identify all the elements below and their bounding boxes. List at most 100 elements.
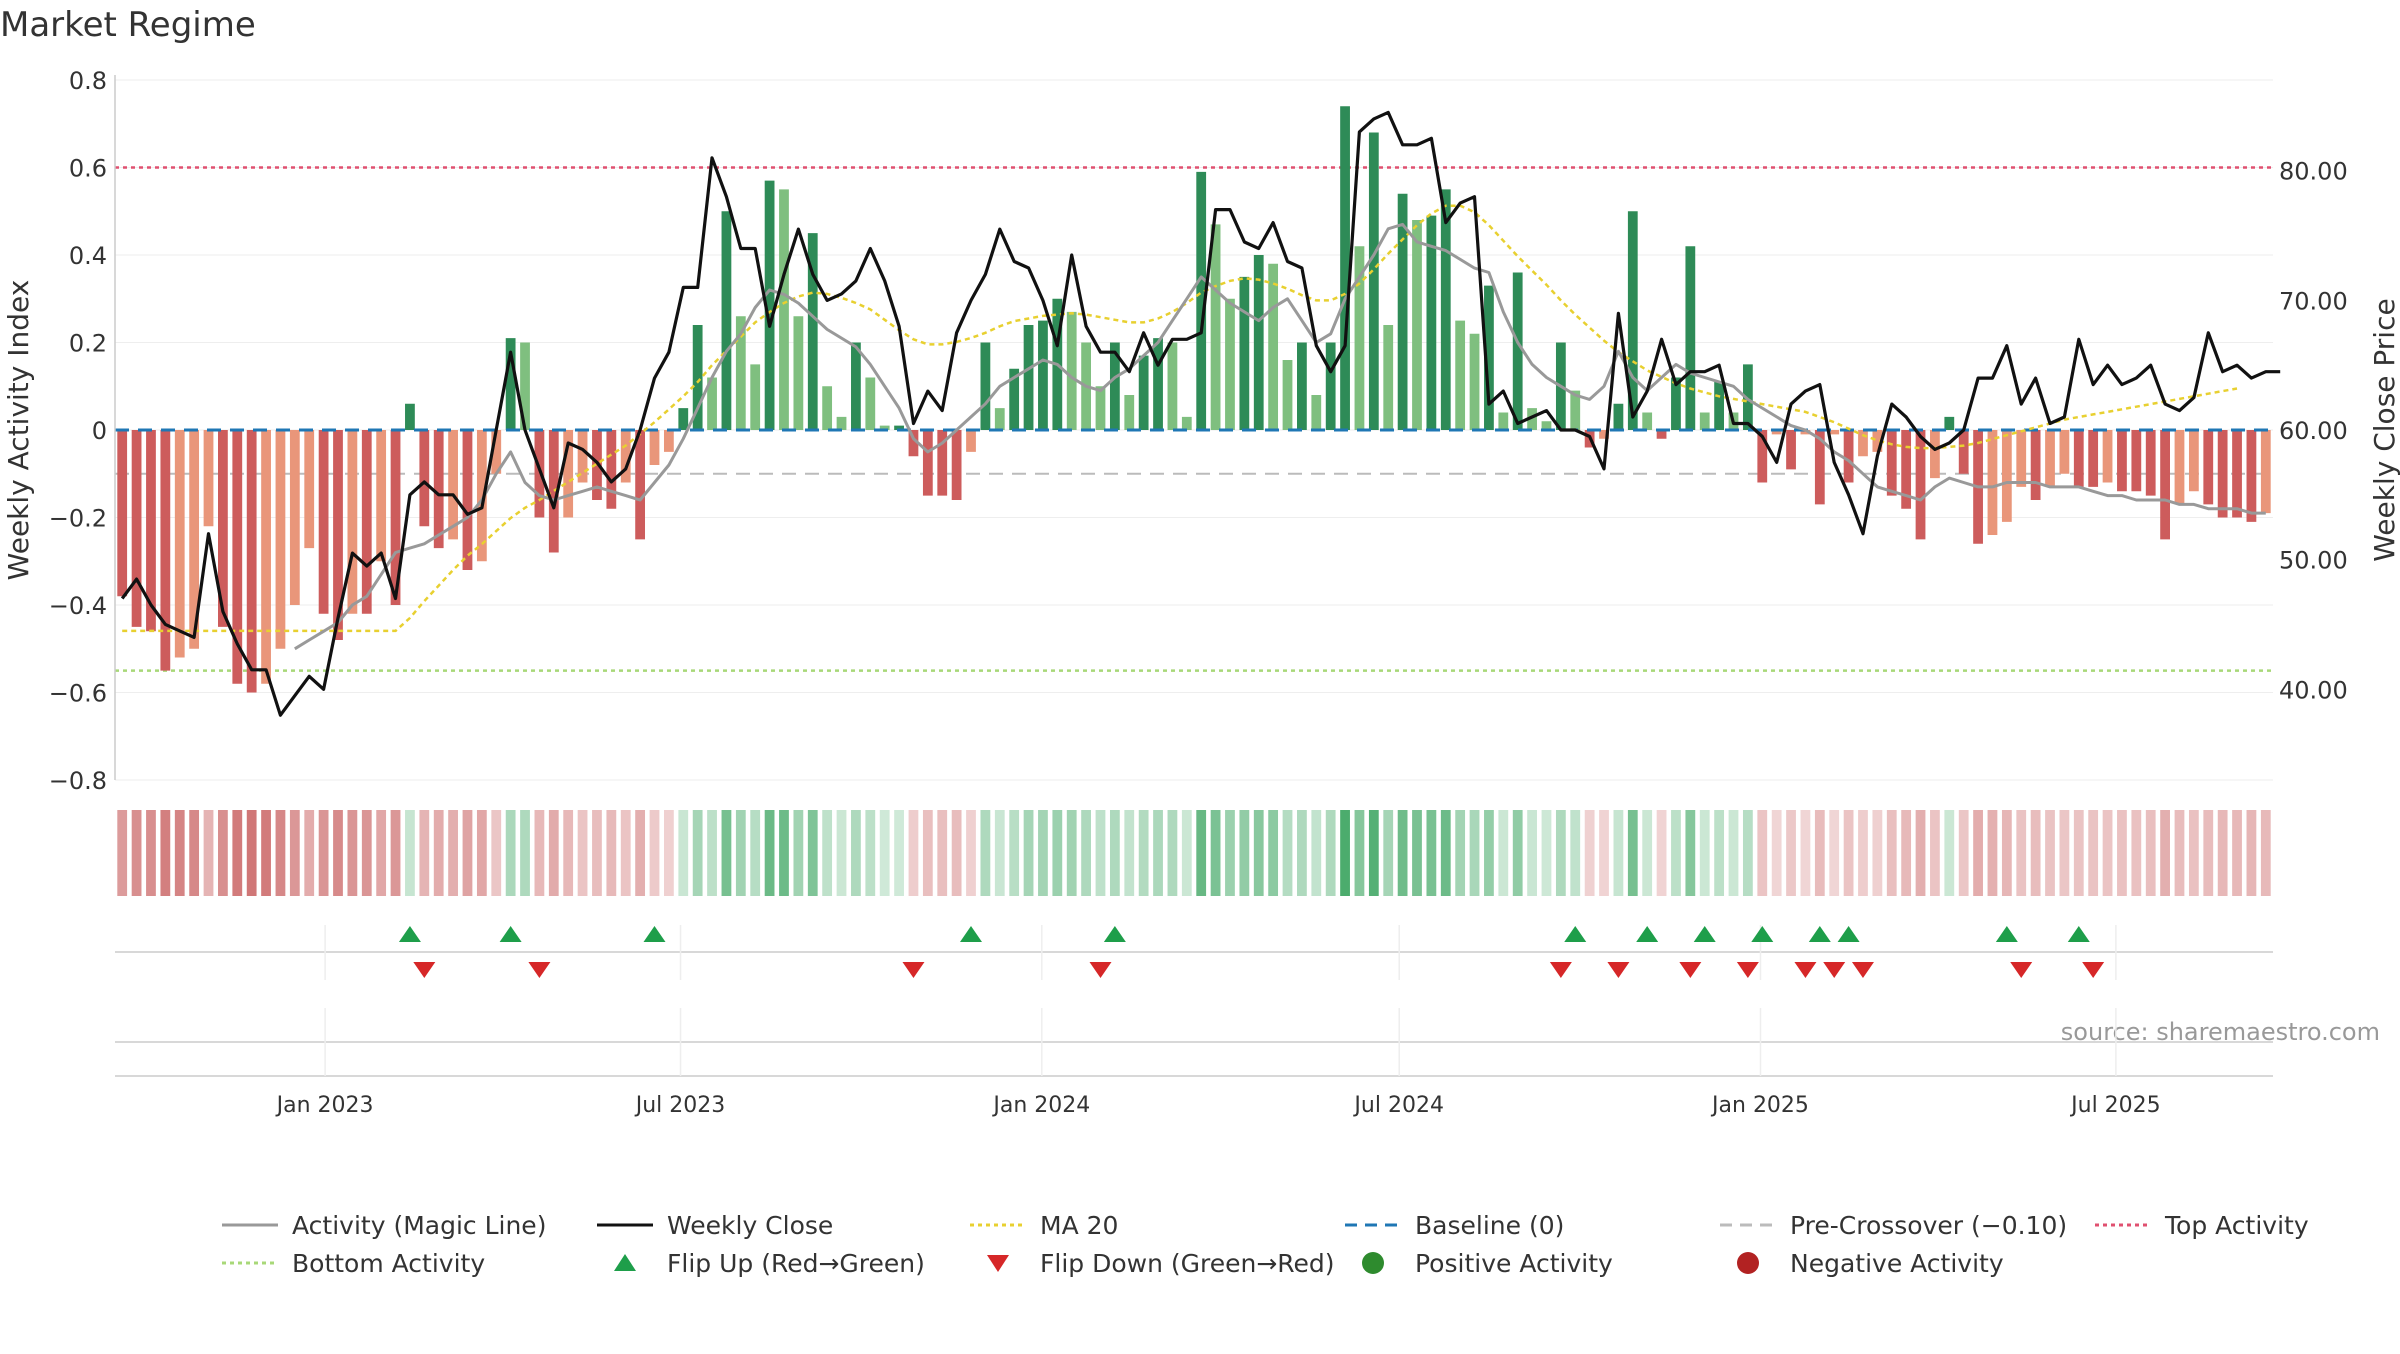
regime-strip-cell (692, 810, 703, 896)
regime-strip-cell (721, 810, 732, 896)
legend-item: MA 20 (970, 1211, 1118, 1240)
y-left-tick-label: 0 (92, 417, 107, 445)
activity-bar (1987, 430, 1998, 535)
regime-strip-cell (304, 810, 315, 896)
y-axis-left-label: Weekly Activity Index (2, 280, 35, 581)
regime-strip-cell (1786, 810, 1796, 896)
activity-bar (1814, 430, 1825, 505)
regime-strip-cell (1915, 810, 1926, 896)
regime-strip-cell (361, 810, 372, 896)
legend-item: Weekly Close (597, 1211, 833, 1240)
regime-strip-cell (376, 810, 387, 896)
activity-bar (649, 430, 660, 465)
legend-swatch-dot (1362, 1252, 1384, 1274)
activity-bar (1066, 311, 1077, 430)
activity-bar (764, 180, 775, 430)
regime-strip-cell (1009, 810, 1020, 896)
regime-strip-cell (2016, 810, 2027, 896)
regime-strip-cell (548, 810, 559, 896)
activity-bar (1872, 430, 1883, 452)
activity-bar (678, 408, 689, 430)
regime-strip-cell (1944, 810, 1955, 896)
activity-bar (894, 425, 904, 430)
regime-strip-cell (1440, 810, 1451, 896)
activity-bar (1944, 416, 1955, 430)
regime-strip-cell (951, 810, 962, 896)
activity-bar (534, 430, 545, 518)
y-left-tick-label: 0.4 (69, 242, 107, 270)
regime-strip-cell (491, 810, 502, 896)
flip-down-marker (1089, 962, 1112, 978)
regime-strip-cell (807, 810, 818, 896)
axes-layer: 0.8 0.6 0.4 0.2 0 −0.2 −0.4 −0.6 −0.8 80.00 70.00 6… (49, 67, 2348, 1118)
regime-strip-cell (1268, 810, 1279, 896)
x-tick-label: Jan 2025 (1710, 1093, 1809, 1118)
activity-bar (1412, 220, 1422, 430)
activity-bar (937, 430, 948, 496)
regime-strip-cell (1613, 810, 1624, 896)
legend-label: Weekly Close (667, 1211, 833, 1240)
activity-bar (2260, 430, 2271, 514)
activity-bar (1642, 412, 1653, 430)
regime-strip-cell (246, 810, 257, 896)
legend-item: Top Activity (2095, 1211, 2309, 1240)
activity-bar (1282, 360, 1293, 430)
regime-strip-cell (1757, 810, 1768, 896)
regime-strip-cell (1253, 810, 1264, 896)
regime-strip-cell (1901, 810, 1912, 896)
regime-strip-cell (1455, 810, 1466, 896)
legend-item: Activity (Magic Line) (222, 1211, 546, 1240)
activity-bar (1599, 430, 1609, 439)
activity-bar (1498, 412, 1509, 430)
regime-strip-cell (1843, 810, 1854, 896)
activity-bar (994, 408, 1005, 430)
regime-strip-cell (520, 810, 530, 896)
flip-down-marker (413, 962, 436, 978)
regime-strip-cell (419, 810, 430, 896)
regime-strip-cell (879, 810, 890, 896)
regime-strip-cell (2145, 810, 2156, 896)
regime-strip-cell (534, 810, 545, 896)
flip-up-marker (1808, 926, 1831, 942)
activity-bar (1153, 338, 1163, 430)
activity-bar (1311, 395, 1322, 430)
flip-up-marker (1564, 926, 1587, 942)
flip-down-marker (528, 962, 551, 978)
regime-strip-cell (764, 810, 775, 896)
activity-bar (577, 430, 588, 483)
regime-strip-cell (635, 810, 646, 896)
flip-up-marker (1693, 926, 1716, 942)
flip-up-marker (499, 926, 522, 942)
regime-strip-cell (1484, 810, 1494, 896)
activity-bar (117, 430, 128, 597)
regime-strip-cell (146, 810, 156, 896)
regime-strip-cell (563, 810, 574, 896)
activity-bar (1109, 342, 1120, 430)
regime-strip-cell (707, 810, 717, 896)
activity-bar (1426, 215, 1437, 430)
regime-strip-cell (1297, 810, 1307, 896)
activity-bar (275, 430, 286, 649)
flip-down-marker (2010, 962, 2033, 978)
activity-bar (1268, 263, 1279, 430)
x-tick-label: Jul 2025 (2069, 1093, 2161, 1118)
activity-bar (563, 430, 574, 518)
regime-strip-cell (1886, 810, 1897, 896)
legend-item: Flip Down (Green→Red) (987, 1249, 1335, 1278)
regime-strip-cell (347, 810, 358, 896)
regime-strip-cell (649, 810, 660, 896)
activity-bar (333, 430, 343, 640)
y-right-tick-label: 70.00 (2279, 287, 2348, 315)
activity-bar (2232, 430, 2242, 518)
activity-bar (2059, 430, 2070, 474)
regime-strip-cell (1642, 810, 1653, 896)
flip-down-marker (1823, 962, 1846, 978)
regime-strip-cell (2030, 810, 2041, 896)
regime-strip-cell (793, 810, 804, 896)
activity-bar (289, 430, 300, 605)
regime-strip-cell (1829, 810, 1840, 896)
activity-bar (189, 430, 200, 649)
activity-bar (1038, 320, 1048, 430)
regime-strip-cell (1872, 810, 1883, 896)
activity-bar (261, 430, 271, 684)
